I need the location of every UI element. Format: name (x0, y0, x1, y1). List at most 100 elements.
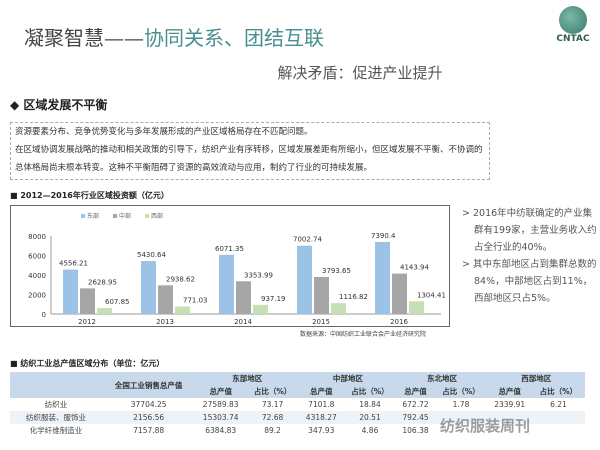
table-cell: 7101.8 (299, 398, 344, 411)
table-cell: 1.78 (434, 398, 488, 411)
data-label: 3353.99 (244, 271, 273, 279)
bar (314, 277, 329, 314)
chart-frame: 0 2000 4000 6000 8000 东部 中部 西部 4556.21 2628.95 607… (10, 205, 450, 327)
y-tick-label: 0 (42, 311, 46, 319)
y-tick-label: 8000 (28, 233, 46, 241)
bar (158, 285, 173, 314)
table-cell: 7157.88 (102, 424, 196, 437)
table-row: 纺织业 37704.25 27589.83 73.17 7101.8 18.84 672.7… (10, 398, 585, 411)
table-cell (531, 424, 585, 437)
table-row: 纺织服装、服饰业 2156.56 15303.74 72.68 4318.27 20.51… (10, 411, 585, 424)
legend-swatch (113, 214, 117, 218)
globe-icon (559, 6, 587, 34)
header-total: 全国工业销售总产值 (102, 372, 196, 398)
header-region: 东北地区 (396, 372, 488, 385)
table-title: ■ 纺织工业总产值区域分布（单位：亿元） (10, 359, 165, 368)
table-cell: 792.45 (396, 411, 435, 424)
table-cell: 20.51 (343, 411, 397, 424)
bar (63, 269, 78, 314)
text-box: 资源要素分布、竞争优势变化与多年发展形成的产业区域格局存在不匹配问题。 在区域协调… (10, 122, 490, 180)
table-cell: 73.17 (246, 398, 300, 411)
legend-label: 东部 (87, 212, 99, 220)
table-cell (531, 411, 585, 424)
header-sub: 总产值 (396, 385, 435, 398)
chart-source: 数据来源：中国纺织工业联合会产业经济研究院 (300, 331, 427, 338)
x-tick-label: 2013 (156, 318, 174, 326)
y-tick-label: 4000 (28, 272, 46, 280)
table-cell: 89.2 (246, 424, 300, 437)
header-blank (10, 372, 102, 398)
table-cell: 672.72 (396, 398, 435, 411)
y-tick-label: 6000 (28, 253, 46, 261)
legend-swatch (81, 214, 85, 218)
bullet-item: > 2016年中纺联确定的产业集群有199家，主营业务收入约占全行业的40%。 (462, 208, 597, 253)
output-table: 全国工业销售总产值 东部地区 中部地区 东北地区 西部地区 总产值 占比（%） 总产值 占比… (10, 372, 585, 437)
paragraph: 在区域协调发展战略的推动和相关政策的引导下，纺织产业有序转移，区域发展差距有所缩… (15, 145, 483, 173)
data-label: 1304.41 (417, 291, 446, 299)
table-cell: 347.93 (299, 424, 344, 437)
data-label: 7390.4 (371, 232, 396, 240)
table-cell: 106.38 (396, 424, 435, 437)
bullet-list: > 2016年中纺联确定的产业集群有199家，主营业务收入约占全行业的40%。 >… (462, 205, 597, 307)
header-sub: 占比（%） (434, 385, 488, 398)
table-cell: 4318.27 (299, 411, 344, 424)
table-cell: 2156.56 (102, 411, 196, 424)
slide-title: 凝聚智慧——协同关系、团结互联 (24, 26, 324, 50)
bar (392, 273, 407, 314)
header-sub: 占比（%） (246, 385, 300, 398)
y-tick-label: 2000 (28, 292, 46, 300)
header-sub: 占比（%） (343, 385, 397, 398)
data-label: 2938.62 (166, 275, 195, 283)
data-label: 5430.64 (137, 251, 166, 259)
data-label: 771.03 (183, 296, 208, 304)
table-cell: 6384.83 (195, 424, 247, 437)
data-label: 3793.65 (322, 267, 351, 275)
chart-title: ■ 2012—2016年行业区域投资额（亿元） (10, 191, 169, 200)
header-region: 西部地区 (487, 372, 585, 385)
cntac-logo: CNTAC (550, 6, 596, 44)
data-label: 4556.21 (59, 260, 88, 268)
bar (375, 241, 390, 314)
table-cell: 18.84 (343, 398, 397, 411)
bar (297, 245, 312, 314)
legend-label: 中部 (119, 212, 131, 220)
legend-label: 西部 (151, 212, 163, 220)
table-cell: 纺织业 (10, 398, 102, 411)
table-cell: 72.68 (246, 411, 300, 424)
slide-subtitle: 解决矛盾：促进产业提升 (277, 64, 443, 82)
data-label: 607.85 (105, 298, 130, 306)
table-cell (487, 411, 532, 424)
header-sub: 总产值 (299, 385, 344, 398)
table-cell: 6.21 (531, 398, 585, 411)
bar (331, 303, 346, 314)
bar (219, 254, 234, 314)
section-title: ◆ 区域发展不平衡 (10, 98, 108, 112)
data-label: 6071.35 (215, 245, 244, 253)
bar (97, 308, 112, 314)
x-tick-label: 2012 (78, 318, 96, 326)
watermark: 纺织服装周刊 (440, 417, 531, 435)
x-tick-label: 2015 (312, 318, 330, 326)
bar-chart: 0 2000 4000 6000 8000 东部 中部 西部 4556.21 2628.95 607… (28, 212, 446, 326)
data-label: 2628.95 (88, 278, 117, 286)
data-label: 7002.74 (293, 236, 322, 244)
table-row: 化学纤维制造业 7157.88 6384.83 89.2 347.93 4.86 106.3… (10, 424, 585, 437)
bar (236, 281, 251, 314)
data-label: 4143.94 (400, 264, 429, 272)
table-cell: 纺织服装、服饰业 (10, 411, 102, 424)
table-cell (434, 411, 488, 424)
table-cell (487, 424, 532, 437)
bar (409, 301, 424, 314)
bar (80, 288, 95, 314)
table-cell: 27589.83 (195, 398, 247, 411)
x-tick-label: 2014 (234, 318, 252, 326)
header-sub: 占比（%） (531, 385, 585, 398)
data-label: 937.19 (261, 295, 286, 303)
table-cell (434, 424, 488, 437)
header-region: 中部地区 (299, 372, 397, 385)
header-region: 东部地区 (195, 372, 300, 385)
data-label: 1116.82 (339, 293, 368, 301)
table-cell: 2339.91 (487, 398, 532, 411)
table-cell: 4.86 (343, 424, 397, 437)
bullet-item: > 其中东部地区占到集群总数的84%，中部地区占到11%，西部地区只占5%。 (462, 259, 597, 304)
